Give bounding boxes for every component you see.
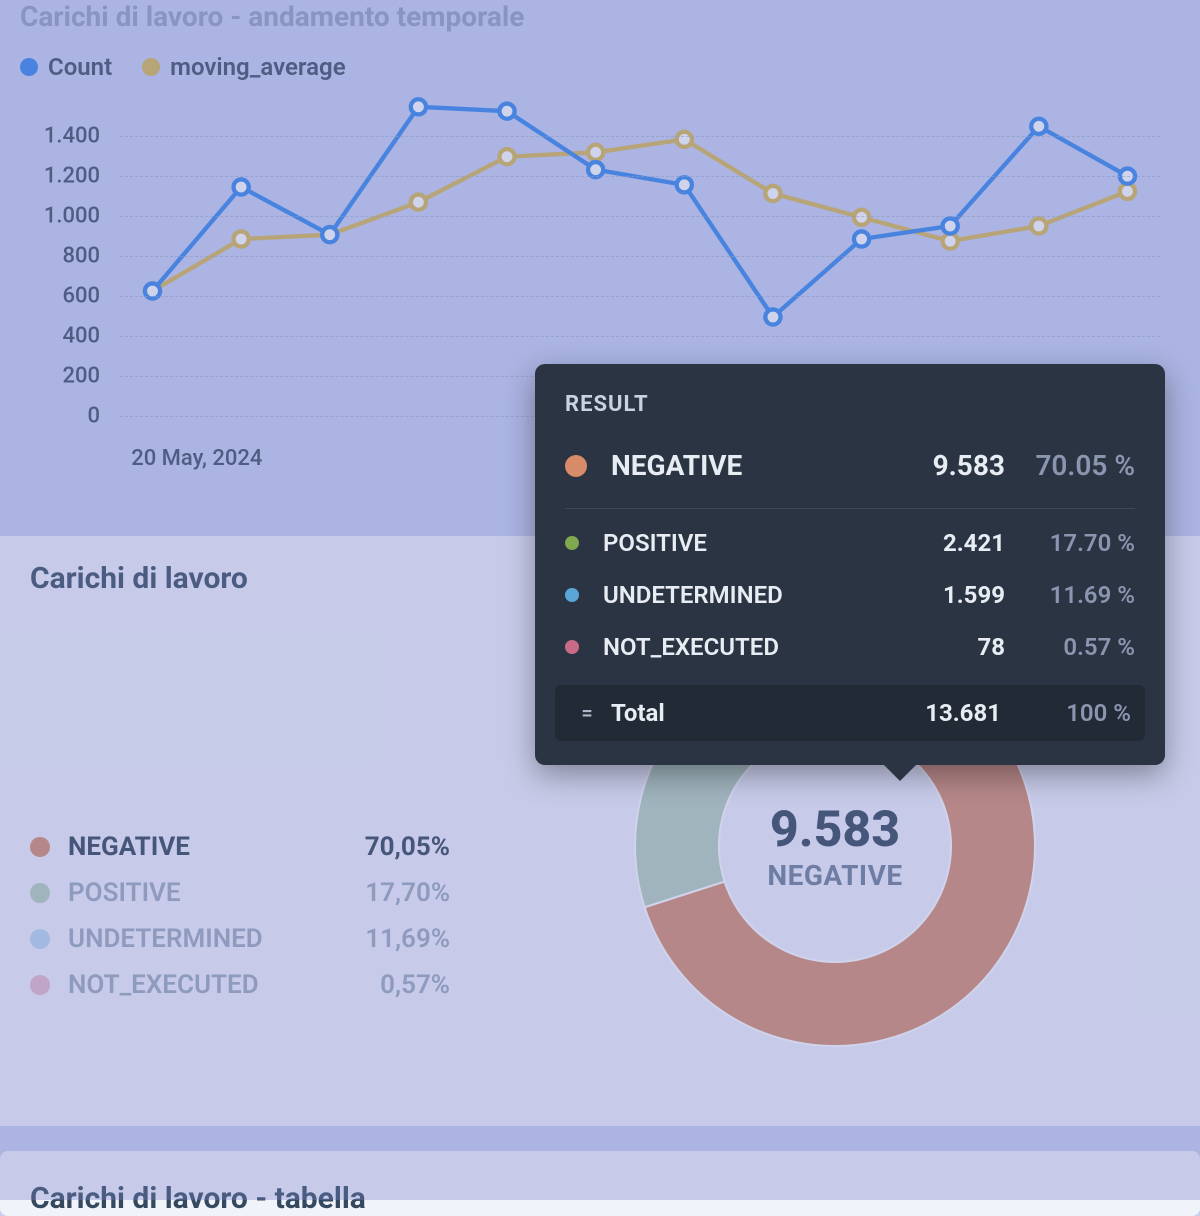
legend-label-moving-average: moving_average [170, 53, 345, 81]
donut-legend-label: NEGATIVE [68, 832, 190, 862]
x-tick-label: 20 May, 2024 [131, 446, 262, 471]
grid-line [120, 296, 1160, 297]
tooltip-pct: 11.69 % [1005, 581, 1135, 609]
grid-line [120, 336, 1160, 337]
donut-legend-item[interactable]: POSITIVE 17,70% [30, 870, 450, 916]
tooltip-total-row: = Total 13.681 100 % [555, 685, 1145, 741]
y-tick: 1.400 [44, 124, 100, 149]
donut-legend-item[interactable]: UNDETERMINED 11,69% [30, 916, 450, 962]
grid-line [120, 256, 1160, 257]
tooltip-pct-primary: 70.05 % [1005, 449, 1135, 482]
result-tooltip: RESULT NEGATIVE 9.583 70.05 % POSITIVE2.… [535, 364, 1165, 765]
y-tick: 1.000 [44, 204, 100, 229]
legend-item-count[interactable]: Count [20, 53, 112, 81]
line-chart-legend: Count moving_average [20, 43, 1180, 96]
y-tick: 1.200 [44, 164, 100, 189]
y-tick: 0 [87, 404, 100, 429]
tooltip-dot-primary [565, 455, 587, 477]
donut-legend-dot [30, 975, 50, 995]
donut-legend-pct: 70,05% [365, 832, 450, 862]
donut-center-label: NEGATIVE [767, 859, 902, 892]
donut-legend-pct: 17,70% [365, 878, 450, 908]
tooltip-dot [565, 640, 579, 654]
donut-legend-label: UNDETERMINED [68, 924, 263, 954]
y-tick: 800 [62, 244, 100, 269]
donut-legend-label: NOT_EXECUTED [68, 970, 259, 1000]
grid-line [120, 176, 1160, 177]
tooltip-label: UNDETERMINED [603, 581, 885, 609]
donut-legend: NEGATIVE 70,05% POSITIVE 17,70% UNDETERMINED… [30, 684, 450, 1008]
tooltip-value: 1.599 [885, 581, 1005, 609]
tooltip-row: NOT_EXECUTED780.57 % [565, 621, 1135, 673]
tooltip-header: RESULT [565, 392, 1135, 417]
tooltip-total-value: 13.681 [881, 699, 1001, 727]
tooltip-row: POSITIVE2.42117.70 % [565, 517, 1135, 569]
table-title: Carichi di lavoro - tabella [30, 1181, 1170, 1216]
tooltip-row-primary: NEGATIVE 9.583 70.05 % [565, 437, 1135, 494]
tooltip-rows: POSITIVE2.42117.70 %UNDETERMINED1.59911.… [565, 517, 1135, 673]
tooltip-label: NOT_EXECUTED [603, 633, 885, 661]
y-tick: 400 [62, 324, 100, 349]
tooltip-label-primary: NEGATIVE [611, 449, 885, 482]
donut-legend-dot [30, 883, 50, 903]
grid-line [120, 216, 1160, 217]
legend-label-count: Count [48, 53, 112, 81]
tooltip-row: UNDETERMINED1.59911.69 % [565, 569, 1135, 621]
y-tick: 200 [62, 364, 100, 389]
table-panel: Carichi di lavoro - tabella [0, 1151, 1200, 1216]
tooltip-dot [565, 536, 579, 550]
tooltip-total-label: Total [605, 699, 881, 727]
y-tick: 600 [62, 284, 100, 309]
donut-legend-label: POSITIVE [68, 878, 181, 908]
tooltip-value: 2.421 [885, 529, 1005, 557]
donut-legend-dot [30, 837, 50, 857]
panel-title-truncated: Carichi di lavoro - andamento temporale [0, 0, 1200, 43]
tooltip-dot [565, 588, 579, 602]
tooltip-pct: 0.57 % [1005, 633, 1135, 661]
legend-dot-count [20, 58, 38, 76]
donut-center-value: 9.583 [770, 801, 900, 859]
donut-legend-item[interactable]: NEGATIVE 70,05% [30, 824, 450, 870]
tooltip-total-symbol: = [569, 701, 605, 725]
donut-legend-pct: 0,57% [380, 970, 450, 1000]
legend-dot-moving-average [142, 58, 160, 76]
legend-item-moving-average[interactable]: moving_average [142, 53, 345, 81]
tooltip-label: POSITIVE [603, 529, 885, 557]
tooltip-value: 78 [885, 633, 1005, 661]
y-axis: 02004006008001.0001.2001.400 [20, 96, 110, 416]
grid-line [120, 136, 1160, 137]
tooltip-pct: 17.70 % [1005, 529, 1135, 557]
tooltip-value-primary: 9.583 [885, 449, 1005, 482]
tooltip-total-pct: 100 % [1001, 699, 1131, 727]
donut-legend-dot [30, 929, 50, 949]
donut-legend-pct: 11,69% [365, 924, 450, 954]
donut-legend-item[interactable]: NOT_EXECUTED 0,57% [30, 962, 450, 1008]
tooltip-divider [565, 508, 1135, 509]
